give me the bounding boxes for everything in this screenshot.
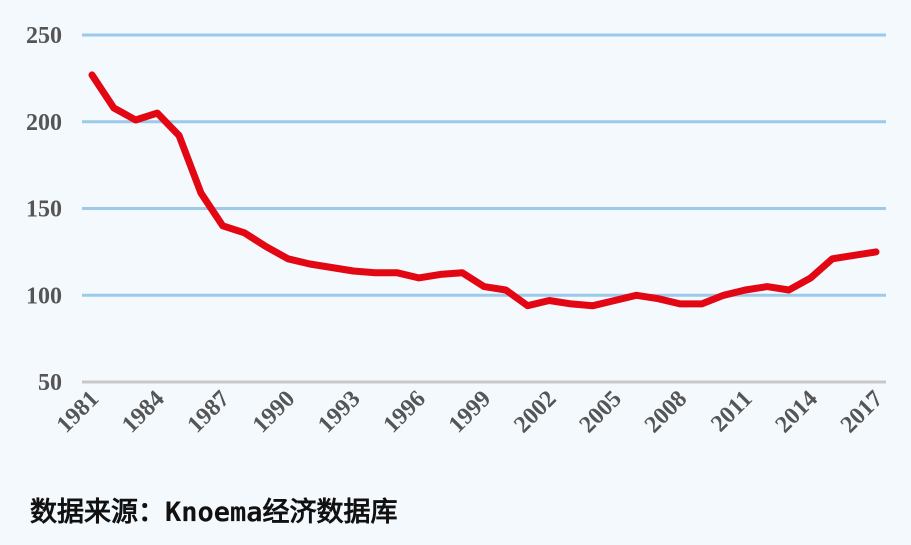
x-tick-label: 2017 <box>836 386 888 438</box>
gridlines <box>82 33 886 384</box>
x-axis-ticks: 1981 1984 1987 1990 1993 1996 1999 2002 2005 2008… <box>52 386 888 438</box>
series-group <box>88 71 880 310</box>
source-note: 数据来源：Knoema经济数据库 <box>30 497 398 528</box>
y-tick-label: 50 <box>38 370 62 396</box>
x-tick-label: 1987 <box>183 386 235 438</box>
x-tick-label: 2008 <box>640 386 692 438</box>
x-tick-label: 2014 <box>771 386 823 438</box>
x-tick-label: 2011 <box>706 386 757 437</box>
x-tick-label: 2005 <box>575 386 627 438</box>
x-tick-label: 1996 <box>379 386 431 438</box>
x-tick-label: 1993 <box>313 386 365 438</box>
y-tick-label: 150 <box>26 197 62 223</box>
y-tick-label: 250 <box>26 23 62 49</box>
series-line-0 <box>88 71 880 310</box>
x-tick-label: 1984 <box>117 386 169 438</box>
x-tick-label: 1999 <box>444 386 496 438</box>
x-tick-label: 2002 <box>509 386 561 438</box>
y-tick-label: 200 <box>26 110 62 136</box>
y-axis-ticks: 50 100 150 200 250 <box>26 23 62 396</box>
y-tick-label: 100 <box>26 283 62 309</box>
x-tick-label: 1990 <box>248 386 300 438</box>
